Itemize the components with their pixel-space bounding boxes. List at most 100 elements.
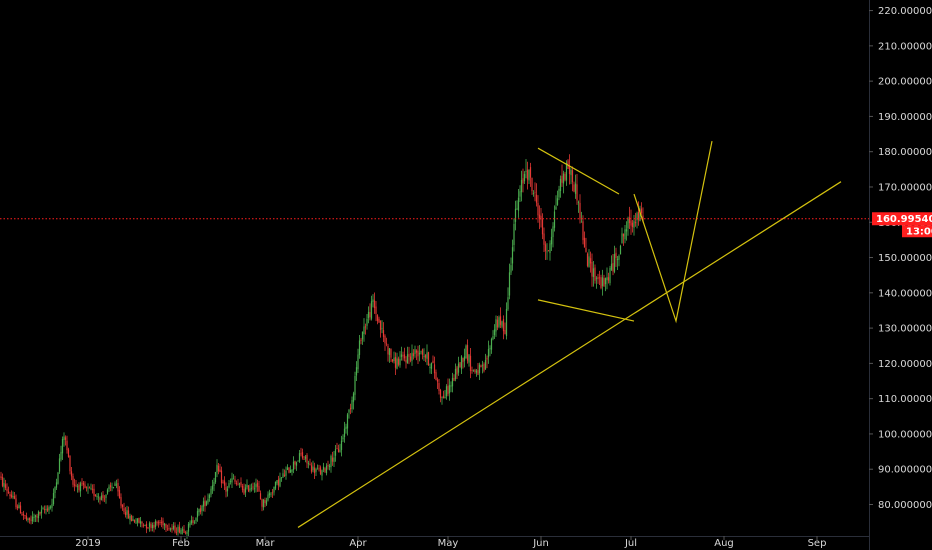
candle bbox=[117, 478, 119, 497]
candle bbox=[343, 421, 346, 443]
candle bbox=[549, 240, 551, 261]
candle bbox=[345, 423, 347, 434]
candle bbox=[600, 274, 602, 290]
x-tick-label: Jul bbox=[624, 538, 637, 549]
candle bbox=[301, 448, 304, 460]
candle bbox=[391, 358, 394, 363]
candle bbox=[550, 228, 553, 252]
candle-body bbox=[451, 377, 454, 387]
candle bbox=[187, 521, 190, 537]
candle-body bbox=[613, 254, 616, 272]
candle-body bbox=[0, 476, 2, 478]
candle bbox=[261, 498, 263, 512]
candle bbox=[18, 502, 20, 509]
candle bbox=[385, 337, 388, 347]
candle-body bbox=[457, 363, 460, 373]
price-label: 160.99540740 bbox=[876, 214, 932, 225]
candle bbox=[265, 497, 268, 506]
candle bbox=[324, 467, 326, 473]
candle bbox=[543, 227, 545, 253]
candle-body bbox=[216, 464, 218, 472]
candle-body bbox=[154, 521, 157, 528]
wedge-upper-line bbox=[537, 147, 620, 195]
candle bbox=[241, 483, 244, 493]
candle-body bbox=[219, 469, 221, 473]
candle bbox=[495, 315, 497, 337]
candle bbox=[475, 369, 478, 377]
candle-body bbox=[328, 465, 331, 468]
candle-body bbox=[267, 494, 269, 501]
candle bbox=[136, 518, 139, 527]
candle-body bbox=[198, 509, 200, 513]
candle-body bbox=[123, 508, 125, 512]
candle-body bbox=[213, 482, 215, 487]
candle bbox=[466, 339, 469, 364]
candle-body bbox=[220, 470, 223, 484]
candle-body bbox=[241, 485, 244, 491]
candle bbox=[523, 171, 526, 184]
candle-body bbox=[223, 480, 226, 486]
candle-body bbox=[538, 214, 541, 219]
candle bbox=[511, 239, 514, 271]
candle-body bbox=[564, 173, 566, 180]
candle bbox=[546, 243, 548, 260]
candle bbox=[315, 467, 317, 476]
candle bbox=[576, 173, 578, 205]
candle-body bbox=[58, 458, 61, 472]
candle bbox=[339, 443, 341, 453]
candle-body bbox=[502, 319, 505, 332]
candle-body bbox=[88, 487, 91, 489]
candle bbox=[162, 517, 164, 529]
candle-body bbox=[96, 495, 98, 498]
candle-body bbox=[430, 362, 433, 369]
candle bbox=[570, 167, 572, 185]
candle-body bbox=[454, 368, 457, 380]
candle bbox=[586, 252, 589, 268]
candle bbox=[504, 322, 506, 335]
candle bbox=[225, 482, 227, 498]
candle-body bbox=[630, 220, 632, 226]
candle-body bbox=[84, 484, 86, 488]
candle bbox=[424, 354, 427, 363]
candle bbox=[507, 287, 509, 311]
candle-body bbox=[415, 350, 418, 353]
candle bbox=[393, 351, 395, 364]
candle bbox=[174, 522, 176, 534]
candle bbox=[381, 320, 383, 334]
candle-body bbox=[64, 437, 67, 440]
candle bbox=[384, 334, 386, 351]
candle-body bbox=[498, 317, 500, 327]
candle-body bbox=[70, 471, 73, 477]
candle-body bbox=[316, 468, 319, 470]
candle bbox=[292, 456, 295, 474]
candle bbox=[45, 505, 47, 515]
candle bbox=[610, 255, 613, 272]
candle bbox=[366, 314, 368, 330]
candle-body bbox=[460, 356, 463, 370]
candle-body bbox=[436, 379, 439, 382]
candle bbox=[171, 524, 173, 533]
x-axis: 2019 Feb Mar Apr May Jun Jul Aug Sep bbox=[75, 536, 826, 549]
candle bbox=[450, 381, 452, 393]
candle-body bbox=[397, 358, 400, 365]
candle-body bbox=[153, 524, 155, 528]
candle bbox=[253, 482, 256, 493]
candle-body bbox=[301, 452, 304, 458]
candle-body bbox=[79, 483, 82, 492]
candle bbox=[52, 488, 55, 506]
candle-body bbox=[432, 360, 434, 364]
candle bbox=[147, 527, 149, 530]
candle-body bbox=[607, 277, 610, 281]
candle-body bbox=[622, 233, 625, 237]
candle-body bbox=[73, 484, 76, 486]
candle bbox=[232, 474, 235, 480]
candle-body bbox=[378, 318, 380, 323]
x-tick-label: Feb bbox=[172, 538, 190, 549]
candle-body bbox=[256, 482, 259, 487]
candle-body bbox=[121, 504, 124, 508]
candle bbox=[517, 188, 520, 218]
candle bbox=[166, 524, 169, 531]
candle bbox=[390, 348, 392, 363]
candle-body bbox=[166, 528, 169, 530]
